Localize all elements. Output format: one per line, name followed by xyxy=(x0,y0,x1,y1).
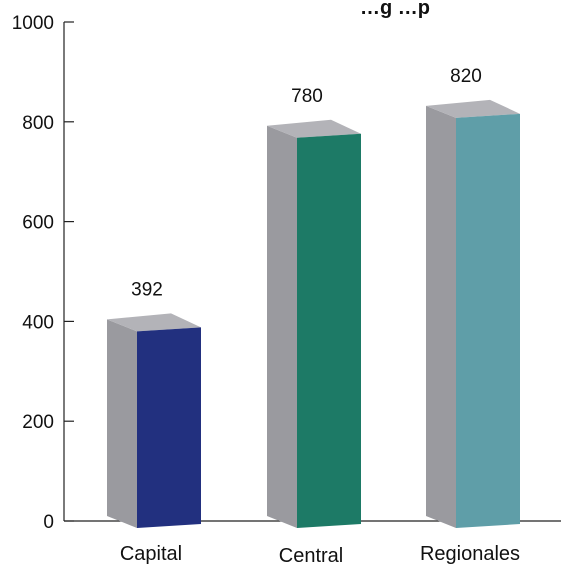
bar-side xyxy=(267,125,297,528)
bar-group: 780 Central xyxy=(267,86,361,567)
bar-group: 820 Regionales xyxy=(420,66,520,565)
x-category-label: Central xyxy=(279,545,343,567)
bar-value-label: 820 xyxy=(450,66,482,87)
bar-top xyxy=(267,119,361,138)
y-tick-label: 800 xyxy=(22,113,54,134)
bar-value-label: 392 xyxy=(131,279,163,300)
x-category-label: Regionales xyxy=(420,543,520,565)
y-tick-label: 0 xyxy=(43,512,54,533)
y-tick-label: 400 xyxy=(22,312,54,333)
bar-group: 392 Capital xyxy=(107,279,201,565)
chart-title: …g …p xyxy=(360,0,430,19)
y-tick-label: 200 xyxy=(22,412,54,433)
bar-top xyxy=(107,313,201,332)
x-category-label: Capital xyxy=(120,543,182,565)
y-axis: 0 200 400 600 800 1000 xyxy=(12,13,74,533)
bar-side xyxy=(426,105,456,528)
bar xyxy=(137,327,201,528)
y-tick-label: 600 xyxy=(22,213,54,234)
bar-top xyxy=(426,99,520,118)
bar-side xyxy=(107,319,137,528)
y-tick-label: 1000 xyxy=(12,13,54,34)
bar xyxy=(297,133,361,528)
bar xyxy=(456,113,520,528)
bars: 392 Capital 780 Central 820 Regionales xyxy=(107,66,520,567)
bar-value-label: 780 xyxy=(291,86,323,107)
